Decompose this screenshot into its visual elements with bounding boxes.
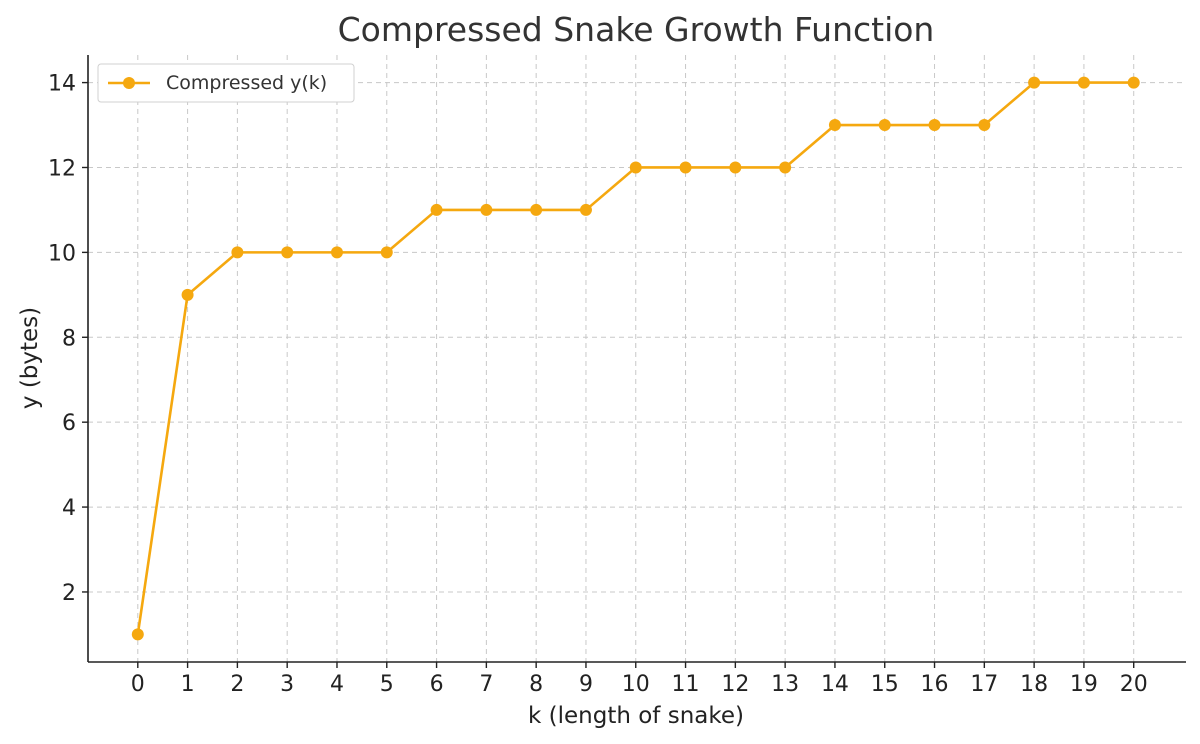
data-point	[878, 119, 891, 132]
x-tick-label: 18	[1020, 672, 1048, 697]
y-tick-label: 10	[48, 241, 76, 266]
x-tick-label: 0	[131, 672, 145, 697]
y-tick-label: 8	[62, 326, 76, 351]
y-tick-label: 6	[62, 411, 76, 436]
data-point	[281, 246, 294, 259]
axes-layer	[87, 55, 1186, 663]
x-tick-label: 11	[672, 672, 700, 697]
data-point	[181, 288, 194, 301]
data-point	[1127, 76, 1140, 89]
data-point	[1028, 76, 1041, 89]
y-tick-label: 4	[62, 496, 76, 521]
legend-box	[97, 63, 355, 103]
x-tick-label: 20	[1120, 672, 1148, 697]
data-point	[380, 246, 393, 259]
grid-layer	[88, 55, 1186, 662]
chart-title: Compressed Snake Growth Function	[338, 10, 935, 49]
data-point	[629, 161, 642, 174]
x-axis-label: k (length of snake)	[528, 703, 744, 729]
x-tick-label: 17	[970, 672, 998, 697]
series-layer	[131, 76, 1140, 641]
data-point	[828, 119, 841, 132]
data-point	[131, 628, 144, 641]
x-tick-label: 7	[479, 672, 493, 697]
x-tick-label: 1	[181, 672, 195, 697]
y-tick-label: 12	[48, 156, 76, 181]
x-tick-label: 9	[579, 672, 593, 697]
data-point	[1077, 76, 1090, 89]
data-point	[530, 203, 543, 216]
x-tick-label: 6	[430, 672, 444, 697]
x-tick-label: 12	[721, 672, 749, 697]
data-point	[430, 203, 443, 216]
data-point	[928, 119, 941, 132]
ticks-layer: 0 1 2 3 4 5 6 7 8 9 10 11 12 13 14 15 16 17 18 19 2024681012…	[48, 72, 1148, 697]
data-point	[729, 161, 742, 174]
x-tick-label: 2	[230, 672, 244, 697]
legend: Compressed y(k)	[97, 63, 355, 103]
x-tick-label: 3	[280, 672, 294, 697]
legend-label: Compressed y(k)	[166, 72, 327, 94]
legend-marker-swatch	[123, 77, 135, 89]
x-tick-label: 14	[821, 672, 849, 697]
x-tick-label: 13	[771, 672, 799, 697]
x-tick-label: 15	[871, 672, 899, 697]
data-point	[579, 203, 592, 216]
data-point	[330, 246, 343, 259]
x-tick-label: 5	[380, 672, 394, 697]
data-point	[779, 161, 792, 174]
x-tick-label: 16	[921, 672, 949, 697]
y-tick-label: 2	[62, 581, 76, 606]
data-point	[978, 119, 991, 132]
y-tick-label: 14	[48, 72, 76, 97]
data-point	[480, 203, 493, 216]
x-tick-label: 10	[622, 672, 650, 697]
y-axis-label: y (bytes)	[17, 307, 43, 409]
x-tick-label: 8	[529, 672, 543, 697]
x-tick-label: 4	[330, 672, 344, 697]
data-point	[231, 246, 244, 259]
data-point	[679, 161, 692, 174]
x-tick-label: 19	[1070, 672, 1098, 697]
